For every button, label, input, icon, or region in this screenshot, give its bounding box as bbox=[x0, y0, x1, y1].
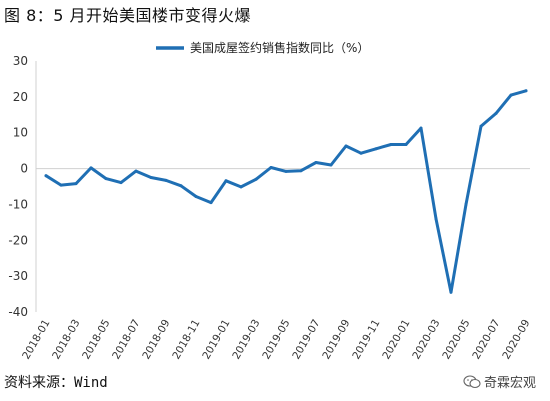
source-note: 资料来源：Wind bbox=[4, 372, 108, 392]
data-point bbox=[329, 163, 333, 167]
x-tick-label: 2019-11 bbox=[350, 318, 382, 362]
data-point bbox=[404, 143, 408, 146]
data-point bbox=[224, 179, 228, 183]
data-point bbox=[194, 195, 198, 198]
x-tick-label: 2018-05 bbox=[80, 318, 112, 362]
data-point bbox=[479, 124, 483, 128]
y-tick-label: 30 bbox=[13, 54, 28, 68]
data-point bbox=[389, 143, 393, 146]
data-point bbox=[209, 201, 213, 205]
y-tick-label: -20 bbox=[8, 233, 28, 247]
data-point bbox=[509, 93, 513, 97]
data-point bbox=[359, 151, 363, 155]
y-tick-label: 10 bbox=[13, 126, 28, 140]
x-tick-label: 2019-05 bbox=[260, 318, 292, 362]
data-point bbox=[449, 290, 453, 294]
y-axis-ticks: 30 20 10 0 -10 -20 -30 -40 bbox=[8, 54, 28, 319]
watermark: 奇霖宏观 bbox=[463, 372, 536, 391]
wechat-icon bbox=[463, 374, 481, 388]
data-point bbox=[89, 166, 93, 170]
data-point bbox=[374, 147, 378, 151]
data-point bbox=[239, 185, 243, 189]
data-point bbox=[434, 217, 438, 221]
x-tick-label: 2019-07 bbox=[290, 318, 322, 362]
x-tick-label: 2020-01 bbox=[380, 318, 412, 362]
data-point bbox=[179, 184, 183, 188]
x-tick-label: 2019-03 bbox=[230, 318, 262, 362]
data-point bbox=[269, 166, 273, 169]
y-tick-label: -40 bbox=[8, 305, 28, 319]
data-point bbox=[74, 182, 78, 186]
x-axis-ticks: 2018-012018-032018-052018-072018-092018-… bbox=[20, 318, 532, 362]
data-point bbox=[254, 177, 258, 181]
data-point bbox=[44, 174, 48, 178]
series-line bbox=[44, 89, 528, 294]
data-point bbox=[299, 169, 303, 173]
data-point bbox=[149, 176, 153, 179]
data-point bbox=[119, 181, 123, 185]
watermark-text: 奇霖宏观 bbox=[483, 376, 536, 391]
y-tick-label: -30 bbox=[8, 269, 28, 283]
x-tick-label: 2018-11 bbox=[170, 318, 202, 362]
chart-legend: 美国成屋签约销售指数同比（%） bbox=[156, 40, 369, 55]
data-point bbox=[134, 169, 138, 173]
x-tick-label: 2018-01 bbox=[20, 318, 52, 362]
x-tick-label: 2020-05 bbox=[440, 318, 472, 362]
x-tick-label: 2018-09 bbox=[140, 318, 172, 362]
y-tick-label: 20 bbox=[13, 90, 28, 104]
x-tick-label: 2018-03 bbox=[50, 318, 82, 362]
legend-label: 美国成屋签约销售指数同比（%） bbox=[190, 40, 369, 55]
data-point bbox=[164, 178, 168, 182]
source-label: 资料来源： bbox=[4, 375, 74, 391]
data-point bbox=[104, 177, 108, 181]
y-tick-label: -10 bbox=[8, 197, 28, 211]
data-point bbox=[344, 144, 348, 148]
x-tick-label: 2019-09 bbox=[320, 318, 352, 362]
x-tick-label: 2020-03 bbox=[410, 318, 442, 362]
x-tick-label: 2020-07 bbox=[470, 318, 502, 362]
data-point bbox=[524, 89, 528, 93]
x-tick-label: 2018-07 bbox=[110, 318, 142, 362]
x-tick-label: 2020-09 bbox=[500, 318, 532, 362]
data-point bbox=[59, 183, 63, 187]
data-point bbox=[284, 169, 288, 173]
data-point bbox=[419, 126, 423, 130]
source-value: Wind bbox=[74, 375, 108, 391]
data-point bbox=[464, 202, 468, 206]
data-point bbox=[314, 161, 318, 164]
figure-title: 图 8：5 月开始美国楼市变得火爆 bbox=[4, 6, 252, 25]
series-group bbox=[44, 89, 528, 294]
x-tick-label: 2019-01 bbox=[200, 318, 232, 362]
y-tick-label: 0 bbox=[20, 162, 28, 176]
data-point bbox=[494, 111, 498, 115]
